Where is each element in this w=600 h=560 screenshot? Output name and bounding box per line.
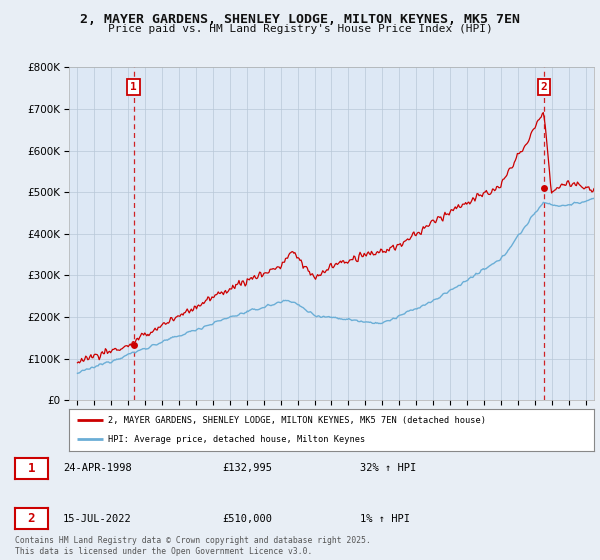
Text: 32% ↑ HPI: 32% ↑ HPI (360, 463, 416, 473)
Text: 2: 2 (541, 82, 547, 92)
Text: 1% ↑ HPI: 1% ↑ HPI (360, 514, 410, 524)
Text: Price paid vs. HM Land Registry's House Price Index (HPI): Price paid vs. HM Land Registry's House … (107, 24, 493, 34)
Text: 1: 1 (130, 82, 137, 92)
Text: 15-JUL-2022: 15-JUL-2022 (63, 514, 132, 524)
Text: HPI: Average price, detached house, Milton Keynes: HPI: Average price, detached house, Milt… (109, 435, 365, 444)
Text: 1: 1 (28, 461, 35, 475)
Text: £132,995: £132,995 (222, 463, 272, 473)
Text: Contains HM Land Registry data © Crown copyright and database right 2025.
This d: Contains HM Land Registry data © Crown c… (15, 536, 371, 556)
Text: 2, MAYER GARDENS, SHENLEY LODGE, MILTON KEYNES, MK5 7EN (detached house): 2, MAYER GARDENS, SHENLEY LODGE, MILTON … (109, 416, 487, 424)
Text: 2: 2 (28, 512, 35, 525)
Text: £510,000: £510,000 (222, 514, 272, 524)
Text: 24-APR-1998: 24-APR-1998 (63, 463, 132, 473)
Text: 2, MAYER GARDENS, SHENLEY LODGE, MILTON KEYNES, MK5 7EN: 2, MAYER GARDENS, SHENLEY LODGE, MILTON … (80, 13, 520, 26)
